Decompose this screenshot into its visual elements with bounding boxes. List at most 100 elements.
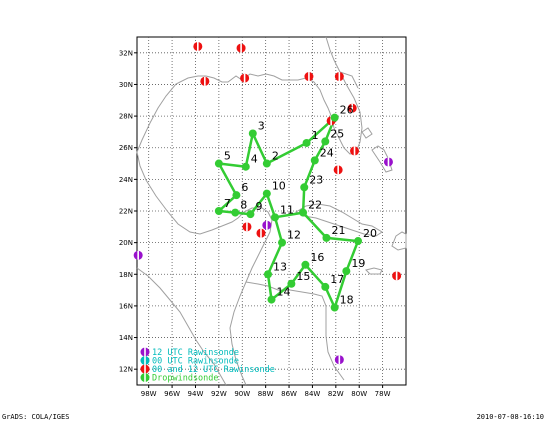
coastline-cuba: [294, 203, 383, 237]
rawinsonde-marker-red: [304, 72, 314, 82]
legend-label: Dropwindsonde: [152, 374, 219, 384]
rawinsonde-marker-red: [242, 222, 252, 232]
dropsonde-point: [302, 138, 311, 147]
track-segment: [274, 211, 304, 219]
dropsonde-label: 3: [258, 119, 265, 132]
tick-label-lat: 30N: [119, 81, 133, 89]
dropsonde-label: 25: [330, 127, 344, 140]
marker-bar: [338, 72, 341, 82]
marker-bar: [204, 76, 206, 86]
dropsonde-label: 9: [255, 200, 262, 213]
rawinsonde-marker-purple: [334, 355, 344, 365]
dropsonde-label: 22: [308, 199, 322, 212]
dropsonde-point: [278, 238, 287, 247]
dropsonde-label: 4: [251, 153, 258, 166]
marker-bar: [337, 165, 339, 175]
marker-bar: [395, 271, 398, 281]
dropsonde-label: 19: [351, 257, 365, 270]
legend-label: 00 UTC Rawinsonde: [152, 357, 239, 367]
tick-label-lon: 82W: [328, 390, 344, 398]
rawinsonde-marker-red: [392, 271, 402, 281]
dropsonde-point: [246, 210, 255, 219]
marker-bar: [330, 116, 332, 126]
footer-grads-label: GrADS: COLA/IGES: [2, 413, 70, 421]
marker-bar: [338, 355, 341, 365]
dropsonde-point: [271, 213, 280, 222]
coastline-mexico-pacific: [136, 267, 227, 386]
tick-label-lon: 98W: [141, 390, 157, 398]
tick-label-lat: 26N: [119, 144, 133, 152]
rawinsonde-00-12-utc: [193, 41, 402, 281]
dropsonde-point: [231, 208, 240, 217]
dropsonde-point: [267, 295, 276, 304]
rawinsonde-marker-red: [236, 43, 246, 53]
dropsonde-point: [310, 156, 319, 165]
marker-bar: [266, 220, 268, 230]
rawinsonde-marker-red: [256, 228, 266, 238]
coastline-florida-bay: [339, 71, 359, 89]
dropsonde-point: [263, 270, 272, 279]
dropsonde-point: [300, 183, 309, 192]
dropsonde-label: 20: [363, 227, 377, 240]
dropsonde-point: [354, 237, 363, 246]
tick-label-lon: 90W: [234, 390, 250, 398]
legend-marker: [140, 356, 150, 365]
dropsonde-point: [232, 191, 241, 200]
legend-label: 12 UTC Rawinsonde: [152, 348, 239, 358]
dropsonde-label: 1: [312, 129, 319, 142]
marker-bar: [308, 72, 310, 82]
dropsonde-point: [330, 303, 339, 312]
legend-marker: [140, 373, 150, 382]
dropsonde-label: 18: [340, 293, 354, 306]
footer-timestamp: 2010-07-08-16:10: [476, 413, 544, 421]
dropsonde-label: 5: [224, 150, 231, 163]
rawinsonde-marker-red: [240, 73, 250, 83]
rawinsonde-marker-red: [200, 76, 210, 86]
dropsonde-point: [330, 113, 339, 122]
marker-bar: [137, 250, 139, 260]
dropsonde-label: 12: [287, 229, 301, 242]
tick-label-lat: 24N: [119, 176, 133, 184]
tick-label-lon: 96W: [164, 390, 180, 398]
dropsonde-label: 17: [330, 273, 344, 286]
coastline-jamaica: [365, 267, 383, 275]
dropsonde-point: [262, 189, 271, 198]
dropsonde-point: [241, 162, 250, 171]
tick-label-lat: 32N: [119, 49, 133, 57]
dropsonde-point: [262, 159, 271, 168]
rawinsonde-marker-red: [193, 41, 203, 51]
rawinsonde-marker-red: [333, 165, 343, 175]
rawinsonde-12-utc: [133, 157, 393, 365]
dropsonde-label: 16: [310, 251, 324, 264]
tick-label-lat: 28N: [119, 113, 133, 121]
legend-label: 00 and 12 UTC Rawinsonde: [152, 365, 275, 375]
dropsonde-label: 2: [272, 150, 279, 163]
axis-ticks: 12N 14N 16N 18N 20N 22N 24N 26N 28N 30N 32N 98W 96W 9…: [119, 49, 391, 398]
dropsonde-point: [321, 282, 330, 291]
dropsonde-point: [342, 267, 351, 276]
dropsonde-label: 10: [272, 180, 286, 193]
marker-bar: [246, 222, 248, 232]
dropsonde-point: [248, 129, 257, 138]
rawinsonde-marker-red: [334, 72, 344, 82]
dropsonde-label: 24: [320, 146, 334, 159]
rawinsonde-marker-purple: [383, 157, 393, 167]
coastline-mexico: [136, 151, 273, 386]
tick-label-lat: 20N: [119, 239, 133, 247]
marker-bar: [353, 146, 356, 156]
coastlines: [136, 36, 407, 386]
tick-label-lon: 94W: [188, 390, 204, 398]
graticule: [137, 37, 406, 385]
marker-bar: [144, 347, 146, 357]
dropsonde-label: 11: [280, 203, 294, 216]
dropsonde-point: [322, 233, 331, 242]
marker-bar: [144, 373, 146, 382]
dropsonde-point: [214, 207, 223, 215]
marker-bar: [387, 157, 390, 167]
tick-label-lat: 14N: [119, 334, 133, 342]
marker-bar: [351, 103, 353, 113]
legend-marker: [140, 347, 150, 357]
